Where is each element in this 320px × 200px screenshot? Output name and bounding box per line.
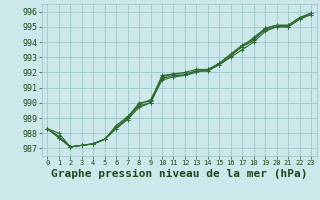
X-axis label: Graphe pression niveau de la mer (hPa): Graphe pression niveau de la mer (hPa) — [51, 169, 308, 179]
